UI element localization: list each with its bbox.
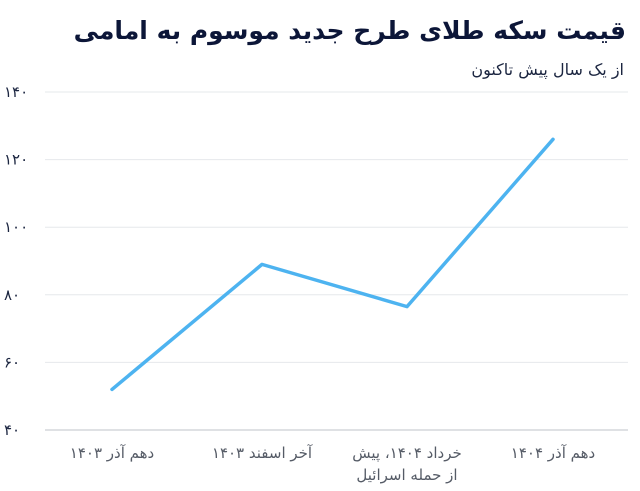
- gridlines: [45, 91, 628, 431]
- x-tick-label: آخر اسفند ۱۴۰۳: [212, 444, 313, 462]
- x-axis-ticks: دهم آذر ۱۴۰۳ آخر اسفند ۱۴۰۳ خرداد ۱۴۰۴، پی…: [70, 444, 595, 484]
- x-tick-label: دهم آذر ۱۴۰۴: [511, 444, 595, 462]
- y-tick-label: ۴۰: [4, 421, 20, 439]
- y-tick-label: ۱۲۰: [4, 151, 28, 169]
- x-tick-label: خرداد ۱۴۰۴، پیش از حمله اسرائیل: [352, 444, 462, 484]
- y-tick-label: ۸۰: [4, 286, 20, 304]
- series-layer: [110, 137, 555, 392]
- y-axis-ticks: ۴۰ ۶۰ ۸۰ ۱۰۰ ۱۲۰ ۱۴۰: [4, 83, 28, 439]
- series-line: [110, 137, 555, 392]
- y-tick-label: ۱۰۰: [4, 218, 28, 236]
- y-tick-label: ۶۰: [4, 353, 20, 371]
- chart-title: قیمت سکه طلای طرح جدید موسوم به امامی: [73, 16, 626, 45]
- y-tick-label: ۱۴۰: [4, 83, 28, 101]
- x-tick-label: دهم آذر ۱۴۰۳: [70, 444, 154, 462]
- chart-subtitle: از یک سال پیش تاکنون: [471, 60, 624, 79]
